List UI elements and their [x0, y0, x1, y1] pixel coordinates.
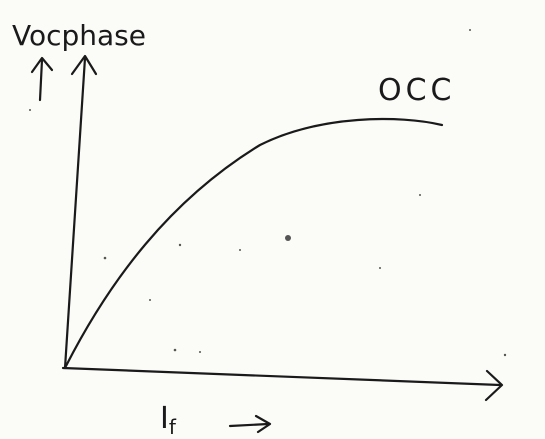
occ-curve	[66, 119, 442, 366]
x-axis-subscript: f	[169, 415, 177, 439]
x-axis	[63, 368, 500, 385]
x-label-arrow	[230, 416, 270, 432]
occ-diagram: Vocphase OCC If	[0, 0, 545, 439]
y-axis-label: Vocphase	[12, 19, 146, 52]
x-axis-symbol: I	[160, 401, 169, 436]
page: {"labels": {"y_axis": "Vocphase", "curve…	[0, 0, 545, 439]
y-axis	[65, 58, 85, 368]
x-axis-label: If	[160, 401, 177, 439]
y-label-arrow	[32, 58, 52, 100]
curve-label: OCC	[378, 73, 456, 108]
